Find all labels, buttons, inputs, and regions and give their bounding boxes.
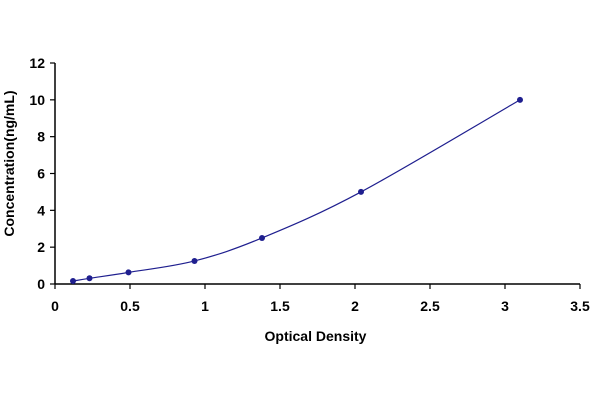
fit-curve xyxy=(72,99,521,282)
x-tick-label: 2.5 xyxy=(420,298,440,314)
y-tick-label: 8 xyxy=(37,129,45,145)
x-tick-label: 1.5 xyxy=(270,298,290,314)
x-tick-label: 0 xyxy=(51,298,59,314)
data-point xyxy=(259,234,265,241)
x-axis-title: Optical Density xyxy=(265,328,367,344)
x-tick-label: 3 xyxy=(501,298,509,314)
data-point xyxy=(86,275,93,282)
y-tick-label: 10 xyxy=(29,92,45,108)
data-points xyxy=(70,96,523,285)
y-axis-title: Concentration(ng/mL) xyxy=(1,90,17,236)
data-point xyxy=(191,257,198,264)
data-point xyxy=(70,278,76,285)
x-tick-label: 1 xyxy=(201,298,209,314)
y-tick-label: 0 xyxy=(37,276,45,292)
y-tick-label: 6 xyxy=(37,166,45,182)
x-ticks: 0 0.5 1 1.5 2 2.5 3 3.5 xyxy=(51,284,590,314)
y-ticks: 0 2 4 6 8 10 12 xyxy=(29,55,55,292)
y-tick-label: 4 xyxy=(37,202,45,218)
data-point xyxy=(517,96,523,103)
data-point xyxy=(125,269,132,276)
x-tick-label: 2 xyxy=(351,298,359,314)
x-tick-label: 3.5 xyxy=(570,298,590,314)
axes xyxy=(54,63,580,285)
y-tick-label: 2 xyxy=(37,239,45,255)
y-tick-label: 12 xyxy=(29,55,45,71)
data-point xyxy=(358,188,364,195)
x-tick-label: 0.5 xyxy=(120,298,140,314)
